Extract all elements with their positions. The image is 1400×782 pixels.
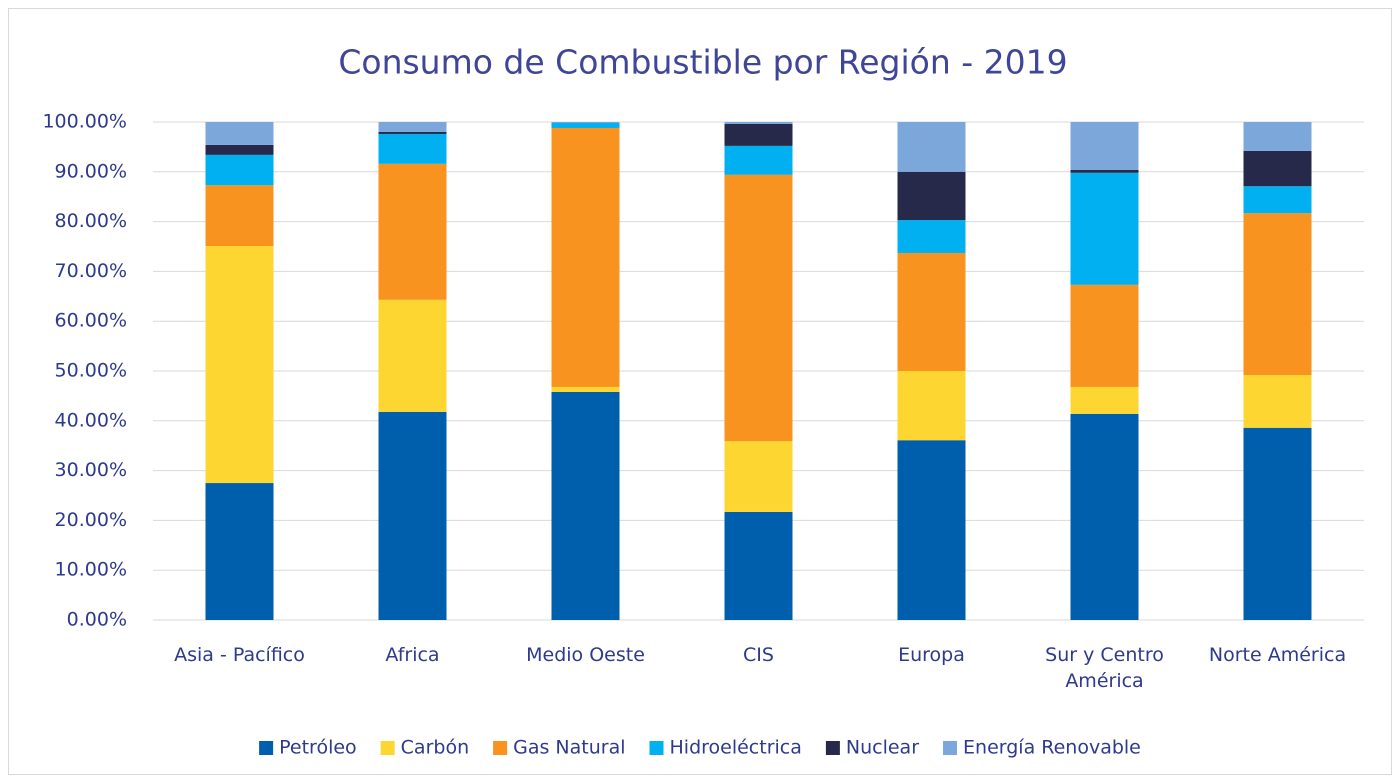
bar-segment	[724, 122, 793, 124]
y-tick-label: 20.00%	[55, 509, 127, 531]
bar-segment	[1070, 386, 1139, 414]
bar-segment	[897, 122, 966, 172]
legend-label: Petróleo	[279, 737, 357, 759]
y-tick-label: 80.00%	[55, 210, 127, 232]
y-tick-label: 40.00%	[55, 409, 127, 431]
bar-segment	[1070, 172, 1139, 285]
bar-segment	[1070, 284, 1139, 387]
bar-segment	[378, 131, 447, 134]
bar-segment	[205, 185, 274, 247]
bar-segment	[378, 411, 447, 620]
bar-segment	[897, 252, 966, 371]
legend-label: Nuclear	[846, 737, 919, 759]
y-tick-label: 50.00%	[55, 360, 127, 382]
bar-segment	[1243, 122, 1312, 151]
legend-label: Energía Renovable	[963, 737, 1141, 759]
legend-swatch	[943, 741, 958, 755]
bar-segment	[551, 386, 620, 392]
bar-segment	[205, 144, 274, 155]
legend-label: Gas Natural	[513, 737, 625, 759]
x-tick-label: Norte América	[1208, 644, 1347, 666]
bar-segment	[551, 127, 620, 387]
legend-label: Hidroeléctrica	[670, 737, 802, 759]
bar-segment	[724, 145, 793, 175]
bar-segment	[551, 122, 620, 123]
y-tick-label: 10.00%	[55, 559, 127, 581]
legend-label: Carbón	[401, 737, 469, 759]
chart-title: Consumo de Combustible por Región - 2019	[338, 43, 1067, 82]
legend-swatch	[380, 741, 395, 755]
bar-segment	[897, 171, 966, 221]
x-tick-label: Asia - Pacífico	[174, 644, 305, 666]
bar-segment	[1243, 427, 1312, 620]
bar-segment	[724, 174, 793, 442]
y-tick-label: 60.00%	[55, 310, 127, 332]
y-tick-label: 30.00%	[55, 459, 127, 481]
bar-segment	[378, 299, 447, 412]
y-tick-label: 90.00%	[55, 160, 127, 182]
bar-segment	[1243, 186, 1312, 214]
x-tick-label: Sur y Centro América	[1045, 644, 1164, 692]
bar-segment	[1070, 413, 1139, 620]
bar-segment	[724, 511, 793, 620]
legend-swatch	[649, 741, 664, 755]
x-tick-label: Europa	[898, 644, 965, 666]
x-tick-label: Medio Oeste	[526, 644, 645, 666]
bar-segment	[205, 154, 274, 186]
bar-segment	[897, 220, 966, 253]
legend-swatch	[825, 741, 840, 755]
bar-segment	[1243, 374, 1312, 428]
bar-segment	[378, 133, 447, 164]
bar-segment	[205, 246, 274, 484]
bar-segment	[724, 123, 793, 146]
legend-swatch	[493, 741, 508, 755]
bar-segment	[1243, 150, 1312, 187]
x-tick-label: Africa	[385, 644, 440, 666]
bar-segment	[205, 483, 274, 620]
bar-segment	[1070, 122, 1139, 170]
bar-segment	[1070, 169, 1139, 173]
x-tick-label: CIS	[743, 644, 774, 666]
y-tick-label: 70.00%	[55, 260, 127, 282]
bar-segment	[724, 441, 793, 512]
bar-segment	[551, 391, 620, 620]
bar-segment	[551, 122, 620, 128]
y-tick-label: 100.00%	[42, 111, 127, 133]
y-tick-label: 0.00%	[67, 609, 127, 631]
legend-swatch	[259, 741, 274, 755]
bar-segment	[897, 371, 966, 441]
bar-segment	[378, 163, 447, 300]
bar-segment	[205, 122, 274, 145]
bar-segment	[378, 122, 447, 132]
bar-segment	[897, 440, 966, 620]
bar-segment	[1243, 213, 1312, 375]
